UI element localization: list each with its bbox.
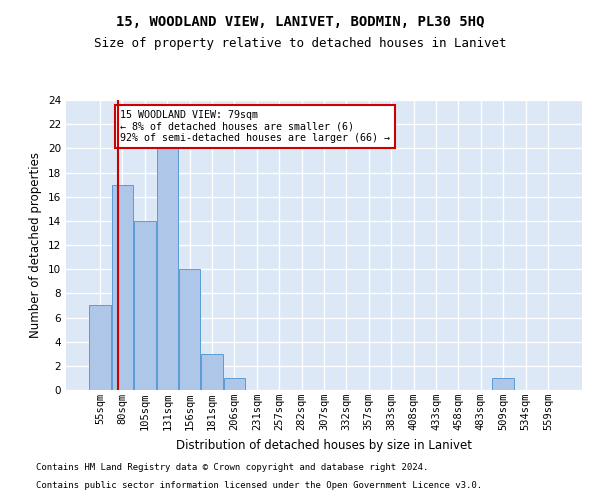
Text: Contains HM Land Registry data © Crown copyright and database right 2024.: Contains HM Land Registry data © Crown c… <box>36 464 428 472</box>
Text: 15 WOODLAND VIEW: 79sqm
← 8% of detached houses are smaller (6)
92% of semi-deta: 15 WOODLAND VIEW: 79sqm ← 8% of detached… <box>120 110 390 143</box>
Text: 15, WOODLAND VIEW, LANIVET, BODMIN, PL30 5HQ: 15, WOODLAND VIEW, LANIVET, BODMIN, PL30… <box>116 15 484 29</box>
Bar <box>202 354 223 390</box>
Y-axis label: Number of detached properties: Number of detached properties <box>29 152 43 338</box>
Bar <box>134 221 155 390</box>
Bar <box>112 184 133 390</box>
Text: Size of property relative to detached houses in Lanivet: Size of property relative to detached ho… <box>94 38 506 51</box>
Text: Contains public sector information licensed under the Open Government Licence v3: Contains public sector information licen… <box>36 481 482 490</box>
Bar <box>157 148 178 390</box>
X-axis label: Distribution of detached houses by size in Lanivet: Distribution of detached houses by size … <box>176 438 472 452</box>
Bar <box>89 306 111 390</box>
Bar <box>493 378 514 390</box>
Bar <box>224 378 245 390</box>
Bar <box>179 269 200 390</box>
